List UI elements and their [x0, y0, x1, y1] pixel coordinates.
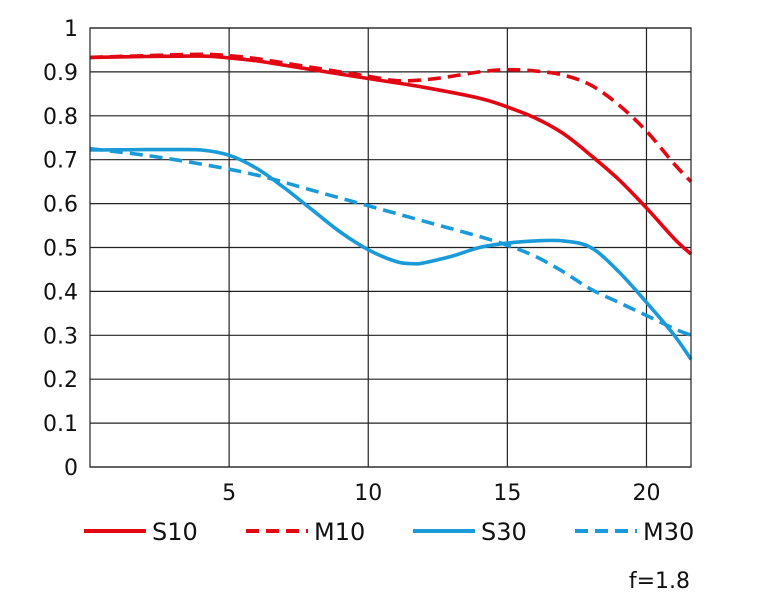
x-tick-label: 15 — [493, 481, 521, 506]
series-lines — [89, 52, 693, 361]
aperture-annotation: f=1.8 — [629, 569, 690, 594]
legend-label-s30: S30 — [481, 518, 527, 546]
series-line-m30 — [89, 146, 692, 337]
x-tick-label: 5 — [222, 481, 236, 506]
series-line-m10 — [89, 52, 693, 183]
y-tick-label: 1 — [64, 17, 78, 42]
legend: S10 M10 S30 M30 — [84, 518, 694, 546]
y-tick-label: 0.5 — [43, 237, 78, 262]
y-tick-label: 0.3 — [43, 324, 78, 349]
y-axis-ticks: 0 0.1 0.2 0.3 0.4 0.5 0.6 0.7 0.8 0.9 1 — [43, 17, 78, 481]
grid-lines — [90, 27, 691, 468]
y-tick-label: 0.8 — [43, 105, 78, 130]
x-tick-label: 20 — [632, 481, 660, 506]
y-tick-label: 0.2 — [43, 368, 78, 393]
legend-label-s10: S10 — [152, 518, 198, 546]
y-tick-label: 0 — [64, 456, 78, 481]
plot-frame — [89, 27, 692, 468]
y-tick-label: 0.7 — [43, 149, 78, 174]
legend-label-m10: M10 — [314, 518, 365, 546]
x-tick-label: 10 — [354, 481, 382, 506]
series-line-s30 — [89, 147, 693, 361]
x-axis-ticks: 5 10 15 20 — [222, 481, 660, 506]
y-tick-label: 0.1 — [43, 412, 78, 437]
series-line-s10 — [89, 54, 693, 256]
legend-label-m30: M30 — [643, 518, 694, 546]
y-tick-label: 0.6 — [43, 193, 78, 218]
y-tick-label: 0.4 — [43, 280, 78, 305]
y-tick-label: 0.9 — [43, 61, 78, 86]
